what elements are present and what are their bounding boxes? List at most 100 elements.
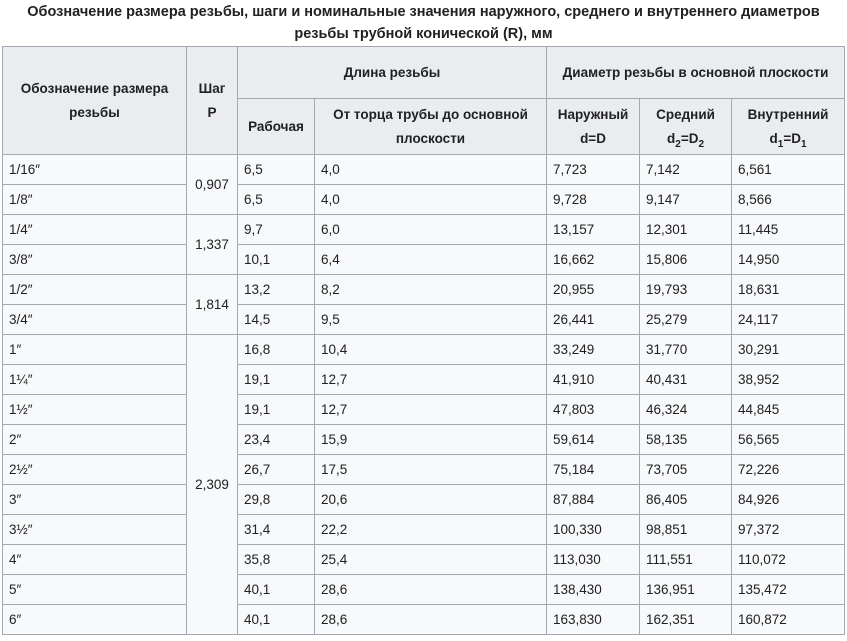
cell-size: 1″ xyxy=(2,334,187,365)
cell-outer: 100,330 xyxy=(546,514,641,545)
cell-working: 13,2 xyxy=(237,274,315,305)
header-pitch-line1: Шаг xyxy=(198,80,226,96)
cell-working: 9,7 xyxy=(237,214,315,245)
cell-working: 35,8 xyxy=(237,544,315,575)
cell-working: 31,4 xyxy=(237,514,315,545)
header-length-from-end: От торца трубы до основной плоскости xyxy=(313,98,548,155)
header-inner-line1: Внутренний xyxy=(747,106,829,122)
header-outer-diameter: Наружный d=D xyxy=(546,98,641,155)
cell-from-end: 12,7 xyxy=(313,364,548,395)
cell-from-end: 9,5 xyxy=(313,304,548,335)
cell-working: 23,4 xyxy=(237,424,315,455)
table-body: 1/16″ 0,907 6,5 4,0 7,723 7,142 6,561 1/… xyxy=(2,154,846,635)
table-row: 2″ 23,4 15,9 59,614 58,135 56,565 xyxy=(2,424,846,455)
cell-outer: 47,803 xyxy=(546,394,641,425)
cell-middle: 19,793 xyxy=(639,274,733,305)
cell-inner: 44,845 xyxy=(731,394,846,425)
cell-middle: 40,431 xyxy=(639,364,733,395)
cell-outer: 163,830 xyxy=(546,604,641,635)
cell-outer: 16,662 xyxy=(546,244,641,275)
table-row: 1½″ 19,1 12,7 47,803 46,324 44,845 xyxy=(2,394,846,425)
table-row: 4″ 35,8 25,4 113,030 111,551 110,072 xyxy=(2,544,846,575)
header-inner-eq: =D xyxy=(783,130,801,146)
header-inner-sub2: 1 xyxy=(800,138,807,150)
table-row: 1/2″ 1,814 13,2 8,2 20,955 19,793 18,631 xyxy=(2,274,846,335)
cell-working: 6,5 xyxy=(237,184,315,215)
table-row: 5″ 40,1 28,6 138,430 136,951 135,472 xyxy=(2,574,846,605)
table-row: 1/8″ 6,5 4,0 9,728 9,147 8,566 xyxy=(2,184,846,215)
cell-working: 29,8 xyxy=(237,484,315,515)
table-row: 3/4″ 14,5 9,5 26,441 25,279 24,117 xyxy=(2,304,846,335)
cell-outer: 59,614 xyxy=(546,424,641,455)
cell-inner: 8,566 xyxy=(731,184,846,215)
table-caption: Обозначение размера резьбы, шаги и номин… xyxy=(0,0,847,45)
header-diameter-group: Диаметр резьбы в основной плоскости xyxy=(546,46,846,99)
cell-outer: 7,723 xyxy=(546,154,641,185)
cell-pitch: 2,309 xyxy=(186,334,238,635)
cell-inner: 11,445 xyxy=(731,214,846,245)
header-middle-eq: =D xyxy=(680,130,699,146)
cell-size: 1/8″ xyxy=(2,184,187,215)
cell-inner: 14,950 xyxy=(731,244,846,275)
header-pitch: Шаг P xyxy=(186,46,238,155)
cell-size: 3½″ xyxy=(2,514,187,545)
thread-table: Обозначение размера резьбы Шаг P Длина р… xyxy=(2,46,846,635)
cell-working: 19,1 xyxy=(237,364,315,395)
header-length-group: Длина резьбы xyxy=(236,46,548,99)
cell-outer: 9,728 xyxy=(546,184,641,215)
cell-outer: 113,030 xyxy=(546,544,641,575)
cell-inner: 38,952 xyxy=(731,364,846,395)
table-row: 3½″ 31,4 22,2 100,330 98,851 97,372 xyxy=(2,514,846,545)
header-middle-sub: 2 xyxy=(675,138,681,150)
table-row: 3″ 29,8 20,6 87,884 86,405 84,926 xyxy=(2,484,846,515)
cell-from-end: 28,6 xyxy=(313,574,548,605)
cell-inner: 6,561 xyxy=(731,154,846,185)
header-middle-line2: d2=D2 xyxy=(646,127,725,151)
cell-outer: 41,910 xyxy=(546,364,641,395)
cell-working: 26,7 xyxy=(237,454,315,485)
cell-working: 6,5 xyxy=(237,154,315,185)
cell-from-end: 10,4 xyxy=(313,334,548,365)
table-row: 1¼″ 19,1 12,7 41,910 40,431 38,952 xyxy=(2,364,846,395)
cell-middle: 15,806 xyxy=(639,244,733,275)
cell-middle: 98,851 xyxy=(639,514,733,545)
cell-outer: 138,430 xyxy=(546,574,641,605)
cell-outer: 20,955 xyxy=(546,274,641,305)
cell-outer: 75,184 xyxy=(546,454,641,485)
cell-size: 6″ xyxy=(2,604,187,635)
cell-middle: 7,142 xyxy=(639,154,733,185)
header-middle-d: d xyxy=(667,130,676,146)
cell-from-end: 4,0 xyxy=(313,154,548,185)
cell-middle: 86,405 xyxy=(639,484,733,515)
cell-from-end: 15,9 xyxy=(313,424,548,455)
cell-size: 3/4″ xyxy=(2,304,187,335)
cell-middle: 162,351 xyxy=(639,604,733,635)
cell-size: 1/2″ xyxy=(2,274,187,305)
cell-size: 3″ xyxy=(2,484,187,515)
cell-pitch: 0,907 xyxy=(186,154,238,215)
caption-line-1: Обозначение размера резьбы, шаги и номин… xyxy=(27,4,820,20)
cell-working: 10,1 xyxy=(237,244,315,275)
table-row: 3/8″ 10,1 6,4 16,662 15,806 14,950 xyxy=(2,244,846,275)
cell-inner: 110,072 xyxy=(731,544,846,575)
header-inner-d: d xyxy=(769,130,778,146)
table-row: 1/4″ 1,337 9,7 6,0 13,157 12,301 11,445 xyxy=(2,214,846,275)
header-outer-line1: Наружный xyxy=(557,106,629,122)
cell-from-end: 6,0 xyxy=(313,214,548,245)
cell-middle: 25,279 xyxy=(639,304,733,335)
cell-outer: 33,249 xyxy=(546,334,641,365)
header-inner-line2: d1=D1 xyxy=(738,127,838,151)
cell-from-end: 22,2 xyxy=(313,514,548,545)
cell-size: 1/16″ xyxy=(2,154,187,185)
cell-size: 2″ xyxy=(2,424,187,455)
cell-middle: 111,551 xyxy=(639,544,733,575)
cell-from-end: 17,5 xyxy=(313,454,548,485)
cell-inner: 84,926 xyxy=(731,484,846,515)
cell-from-end: 28,6 xyxy=(313,604,548,635)
cell-inner: 24,117 xyxy=(731,304,846,335)
cell-inner: 30,291 xyxy=(731,334,846,365)
cell-outer: 87,884 xyxy=(546,484,641,515)
cell-middle: 136,951 xyxy=(639,574,733,605)
cell-inner: 160,872 xyxy=(731,604,846,635)
cell-middle: 58,135 xyxy=(639,424,733,455)
